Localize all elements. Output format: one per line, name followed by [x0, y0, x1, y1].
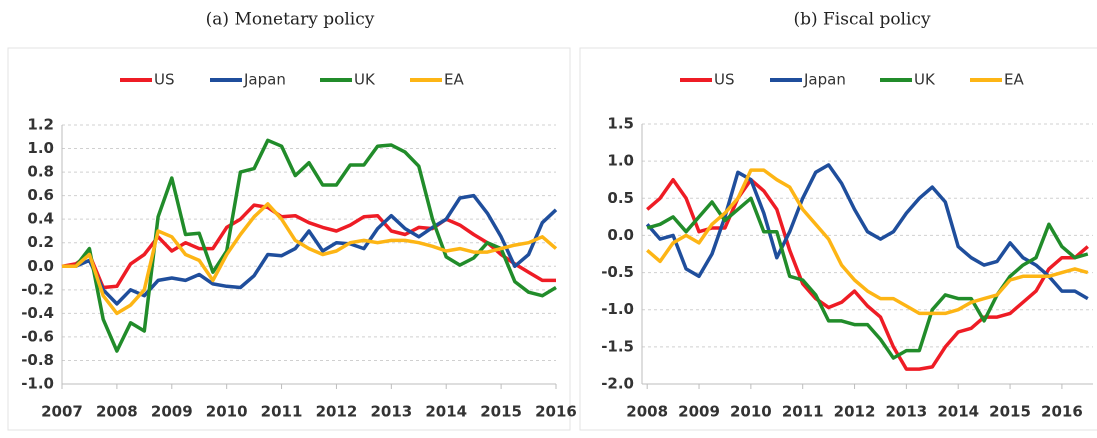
y-tick-label: -0.6 — [21, 327, 54, 345]
series-line — [61, 203, 556, 290]
y-tick-label: -0.4 — [21, 304, 54, 322]
y-tick-label: 1.2 — [27, 116, 54, 134]
x-tick-label: 2016 — [1041, 403, 1083, 421]
x-tick-label: 2012 — [834, 403, 876, 421]
legend-label: UK — [914, 71, 936, 89]
legend-label: US — [714, 71, 735, 89]
series-line — [646, 196, 1089, 360]
x-tick-label: 2010 — [206, 403, 248, 421]
y-tick-label: 1.0 — [607, 152, 634, 170]
panel-frame — [579, 47, 1097, 431]
x-tick-label: 2014 — [425, 403, 467, 421]
y-tick-label: 0.2 — [27, 233, 54, 251]
panel-title: (b) Fiscal policy — [793, 10, 931, 30]
x-tick-label: 2012 — [316, 403, 358, 421]
x-tick-label: 2009 — [151, 403, 193, 421]
y-tick-label: 1.5 — [607, 115, 634, 133]
x-tick-label: 2014 — [937, 403, 979, 421]
series-line — [646, 177, 1089, 371]
legend-label: US — [154, 71, 175, 89]
y-tick-label: -2.0 — [601, 375, 634, 393]
y-tick-label: 0.0 — [27, 257, 54, 275]
series-line — [645, 163, 1089, 301]
y-tick-label: 0.8 — [27, 163, 54, 181]
x-tick-label: 2009 — [678, 403, 720, 421]
panel-frame — [7, 47, 571, 431]
legend-label: Japan — [243, 71, 286, 89]
x-tick-label: 2008 — [626, 403, 668, 421]
y-tick-label: -0.8 — [21, 351, 54, 369]
y-tick-label: 0.0 — [607, 226, 634, 244]
y-tick-label: 0.6 — [27, 186, 54, 204]
panel-title: (a) Monetary policy — [206, 10, 375, 30]
series-line — [62, 193, 558, 306]
y-tick-label: 0.4 — [27, 210, 54, 228]
x-tick-label: 2015 — [989, 403, 1031, 421]
series-line — [646, 168, 1089, 316]
x-tick-label: 2011 — [782, 403, 824, 421]
x-tick-label: 2013 — [370, 403, 412, 421]
x-tick-label: 2013 — [886, 403, 928, 421]
legend-label: EA — [444, 71, 464, 89]
y-tick-label: 1.0 — [27, 139, 54, 157]
x-tick-label: 2011 — [261, 403, 303, 421]
legend-label: UK — [354, 71, 376, 89]
x-tick-label: 2008 — [96, 403, 138, 421]
x-tick-label: 2007 — [41, 403, 83, 421]
legend-label: Japan — [803, 71, 846, 89]
series-line — [62, 202, 558, 316]
x-tick-label: 2010 — [730, 403, 772, 421]
x-tick-label: 2015 — [480, 403, 522, 421]
y-tick-label: -0.2 — [21, 280, 54, 298]
series-line — [62, 138, 557, 353]
y-tick-label: -1.0 — [601, 300, 634, 318]
legend-label: EA — [1004, 71, 1024, 89]
y-tick-label: -1.5 — [601, 337, 634, 355]
y-tick-label: -1.0 — [21, 375, 54, 393]
x-tick-label: 2016 — [535, 403, 577, 421]
y-tick-label: -0.5 — [601, 263, 634, 281]
y-tick-label: 0.5 — [607, 189, 634, 207]
